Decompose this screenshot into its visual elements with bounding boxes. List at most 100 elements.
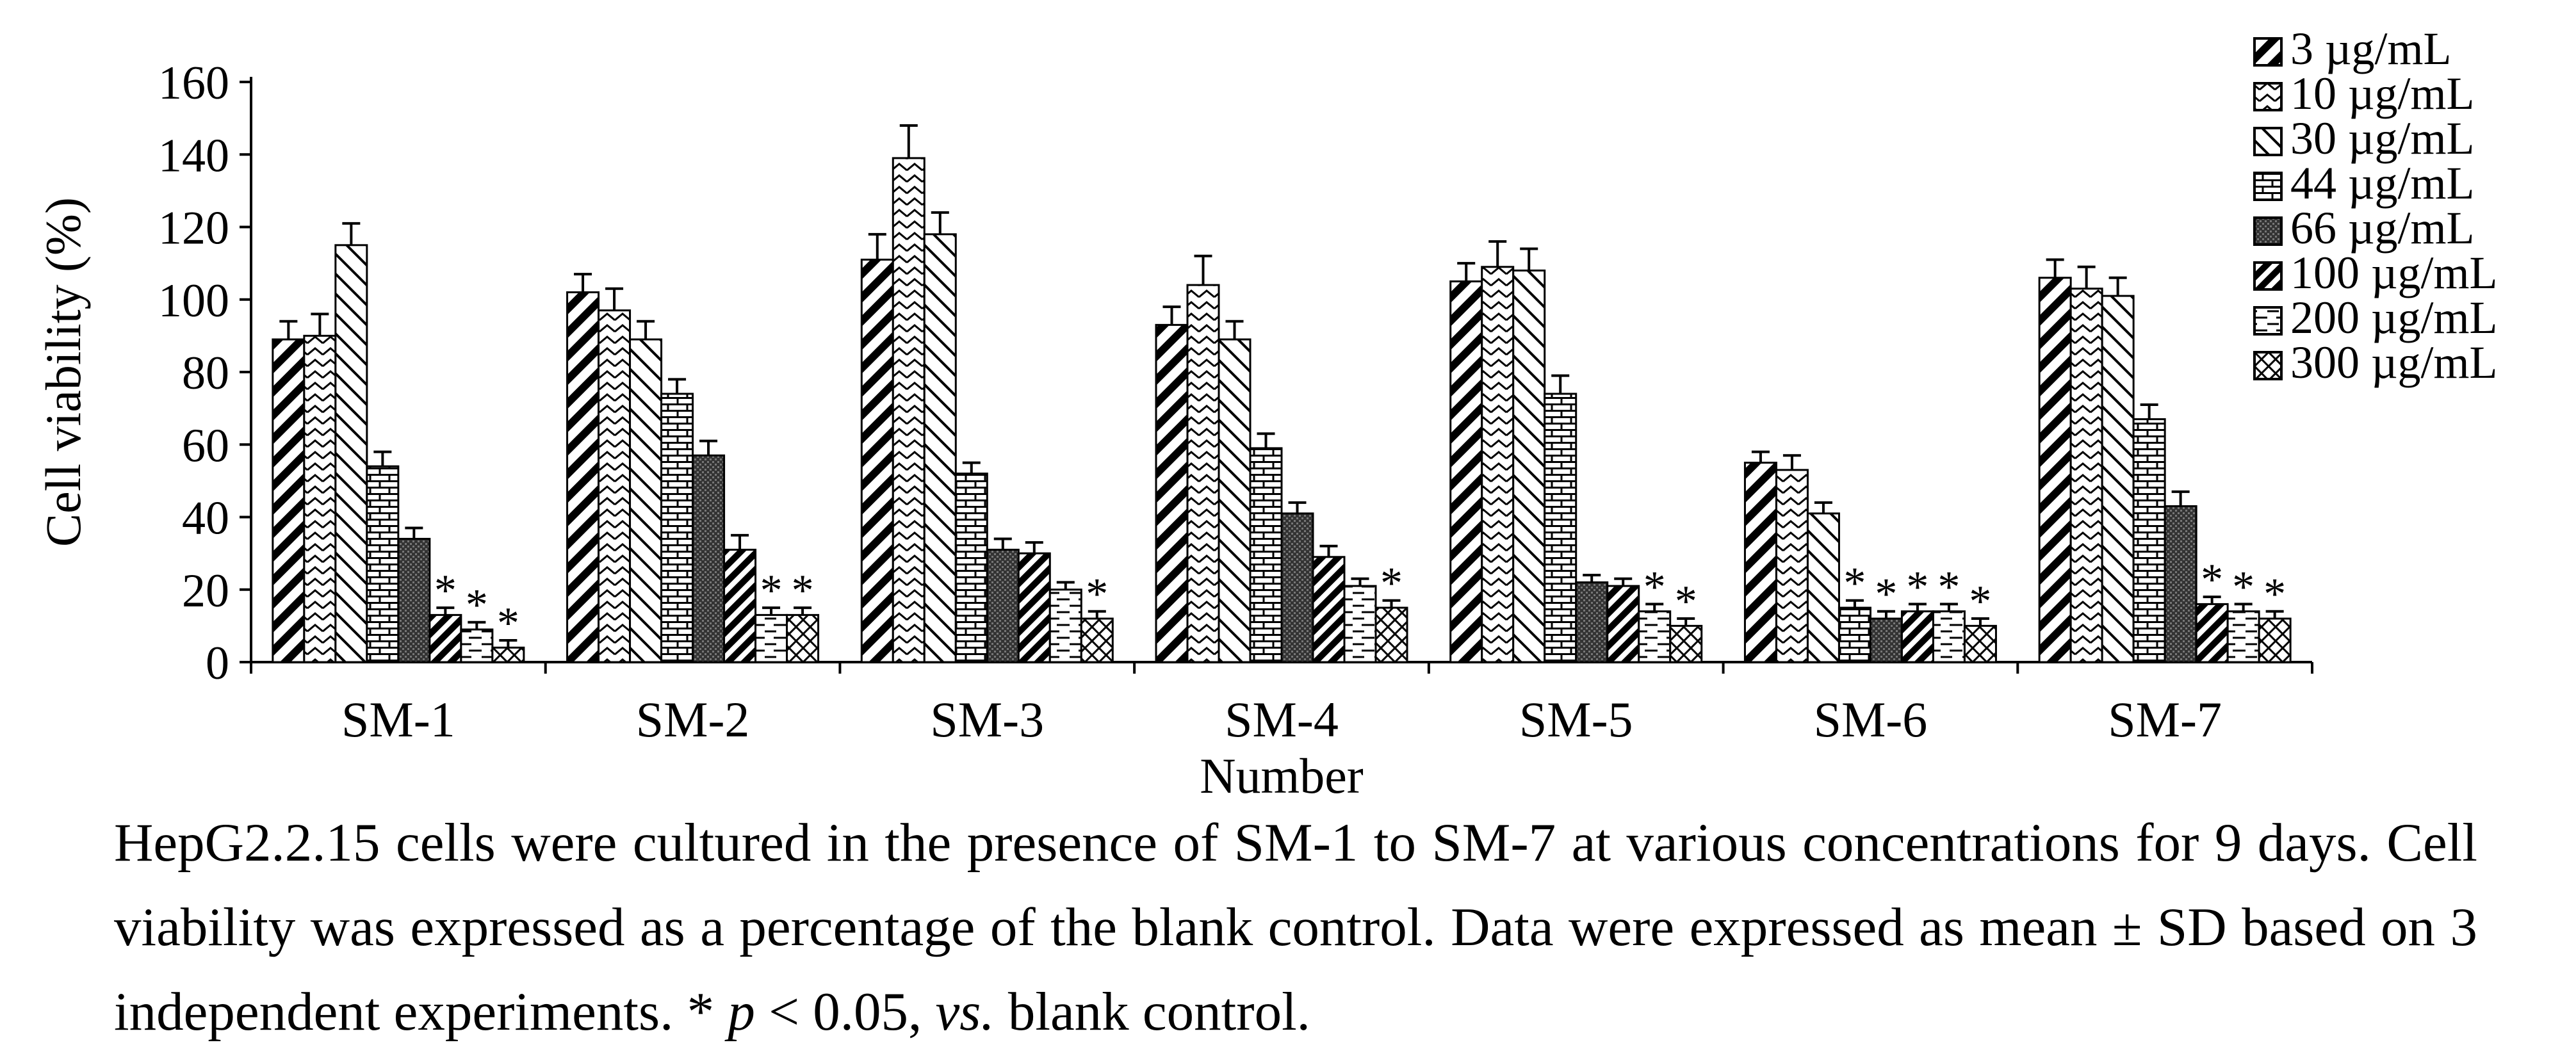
- y-tick-label: 20: [182, 565, 229, 617]
- legend-label: 200 µg/mL: [2290, 292, 2497, 343]
- bar-sm-3-s5: [986, 548, 1020, 663]
- bar-sm-7-s4: [2132, 418, 2166, 663]
- bar-sm-5-s5: [1575, 581, 1609, 663]
- significance-marker: *: [497, 599, 519, 648]
- y-tick-label: 100: [158, 275, 229, 327]
- bar-sm-1-s8: [491, 646, 525, 663]
- bar-sm-4-s3: [1218, 338, 1251, 663]
- significance-marker: *: [760, 566, 783, 615]
- significance-marker: *: [434, 566, 457, 615]
- x-tick-label: SM-7: [2108, 692, 2222, 747]
- bar-sm-4-s2: [1186, 284, 1220, 663]
- bar-sm-2-s1: [566, 291, 600, 663]
- significance-marker: *: [1937, 562, 1960, 612]
- bar-sm-3-s1: [860, 258, 894, 663]
- significance-marker: *: [1875, 570, 1897, 619]
- bar-sm-4-s1: [1155, 323, 1189, 663]
- caption-part2: < 0.05,: [754, 982, 936, 1042]
- y-tick-label: 120: [158, 202, 229, 255]
- y-tick-label: 80: [182, 347, 229, 400]
- legend-label: 66 µg/mL: [2290, 202, 2474, 254]
- bar-sm-7-s5: [2164, 505, 2197, 663]
- legend-label: 100 µg/mL: [2290, 247, 2497, 298]
- y-tick-label: 40: [182, 492, 229, 545]
- axes: 0 20 40 60 80 100 120 140 160: [158, 57, 2313, 690]
- bar-sm-4-s4: [1249, 447, 1283, 663]
- bar-sm-5-s8: [1669, 624, 1703, 663]
- bar-sm-6-s2: [1775, 469, 1809, 663]
- bar-sm-3-s7: [1048, 588, 1082, 663]
- y-tick-label: 60: [182, 419, 229, 472]
- bar-sm-4-s7: [1343, 585, 1377, 663]
- caption-p-symbol: p: [728, 982, 755, 1042]
- legend-label: 44 µg/mL: [2290, 158, 2474, 209]
- bar-sm-6-s5: [1869, 617, 1903, 663]
- significance-marker: *: [2263, 570, 2286, 619]
- caption-vs: vs.: [935, 982, 995, 1042]
- legend-swatch: [2253, 172, 2283, 201]
- figure-caption: HepG2.2.15 cells were cultured in the pr…: [114, 800, 2477, 1054]
- legend-swatch: [2253, 261, 2283, 291]
- bar-sm-1-s2: [303, 334, 337, 663]
- significance-marker: *: [2201, 555, 2223, 604]
- significance-marker: *: [1086, 570, 1108, 619]
- y-axis-title: Cell viability (%): [35, 197, 91, 547]
- x-tick-label: SM-2: [636, 692, 750, 747]
- bar-sm-1-s6: [428, 613, 462, 663]
- bar-sm-1-s5: [397, 537, 431, 663]
- legend-swatch: [2253, 216, 2283, 246]
- x-tick-label: SM-3: [930, 692, 1044, 747]
- caption-part1: HepG2.2.15 cells were cultured in the pr…: [114, 813, 2477, 1042]
- bar-sm-1-s7: [460, 628, 494, 663]
- legend-swatch: [2253, 37, 2283, 67]
- x-tick-label: SM-5: [1519, 692, 1633, 747]
- bar-sm-7-s2: [2069, 288, 2103, 663]
- axis-labels: SM-1 SM-2 SM-3 SM-4 SM-5 SM-6 SM-7 Number Cell v…: [35, 197, 2222, 804]
- significance-marker: *: [1380, 559, 1403, 608]
- legend-label: 3 µg/mL: [2290, 23, 2451, 74]
- legend-label: 30 µg/mL: [2290, 113, 2474, 164]
- bar-sm-5-s3: [1512, 269, 1546, 663]
- bar-sm-3-s8: [1080, 617, 1114, 663]
- bar-sm-4-s6: [1312, 556, 1346, 663]
- bar-sm-3-s6: [1017, 552, 1051, 663]
- bar-sm-6-s6: [1900, 610, 1934, 663]
- bar-sm-2-s2: [598, 309, 632, 663]
- y-tick-label: 160: [158, 57, 229, 109]
- significance-marker: *: [1643, 562, 1666, 612]
- significance-marker: *: [792, 566, 814, 615]
- bar-sm-2-s8: [786, 613, 820, 663]
- y-tick-label: 140: [158, 129, 229, 182]
- significance-marker: *: [2232, 562, 2254, 612]
- legend-swatch: [2253, 306, 2283, 336]
- bar-sm-7-s6: [2195, 603, 2229, 663]
- bar-sm-3-s4: [954, 473, 988, 663]
- significance-marker: *: [1969, 577, 1991, 626]
- bar-sm-5-s7: [1638, 610, 1672, 663]
- bar-sm-6-s1: [1743, 462, 1777, 663]
- bar-sm-2-s5: [692, 454, 726, 663]
- x-tick-label: SM-6: [1814, 692, 1928, 747]
- x-tick-label: SM-4: [1225, 692, 1339, 747]
- legend-label: 10 µg/mL: [2290, 68, 2474, 119]
- significance-marker: *: [1843, 559, 1866, 608]
- bar-sm-7-s3: [2101, 295, 2135, 663]
- bar-sm-6-s3: [1806, 512, 1840, 663]
- legend-swatch: [2253, 127, 2283, 156]
- bar-sm-5-s1: [1449, 280, 1483, 663]
- bar-sm-7-s8: [2258, 617, 2292, 663]
- bar-sm-1-s1: [272, 338, 306, 663]
- significance-marker: *: [1906, 562, 1928, 612]
- bar-sm-7-s1: [2038, 277, 2072, 663]
- bar-sm-2-s4: [660, 393, 694, 663]
- caption-part3: blank control.: [994, 982, 1310, 1042]
- bar-sm-2-s6: [723, 548, 757, 663]
- x-axis-title: Number: [1200, 748, 1364, 804]
- bar-sm-3-s2: [892, 157, 925, 663]
- bar-sm-5-s2: [1481, 266, 1515, 663]
- bar-sm-3-s3: [923, 233, 957, 663]
- legend-swatch: [2253, 351, 2283, 380]
- x-tick-label: SM-1: [341, 692, 455, 747]
- bar-sm-4-s5: [1280, 512, 1314, 663]
- bar-sm-1-s4: [366, 465, 400, 663]
